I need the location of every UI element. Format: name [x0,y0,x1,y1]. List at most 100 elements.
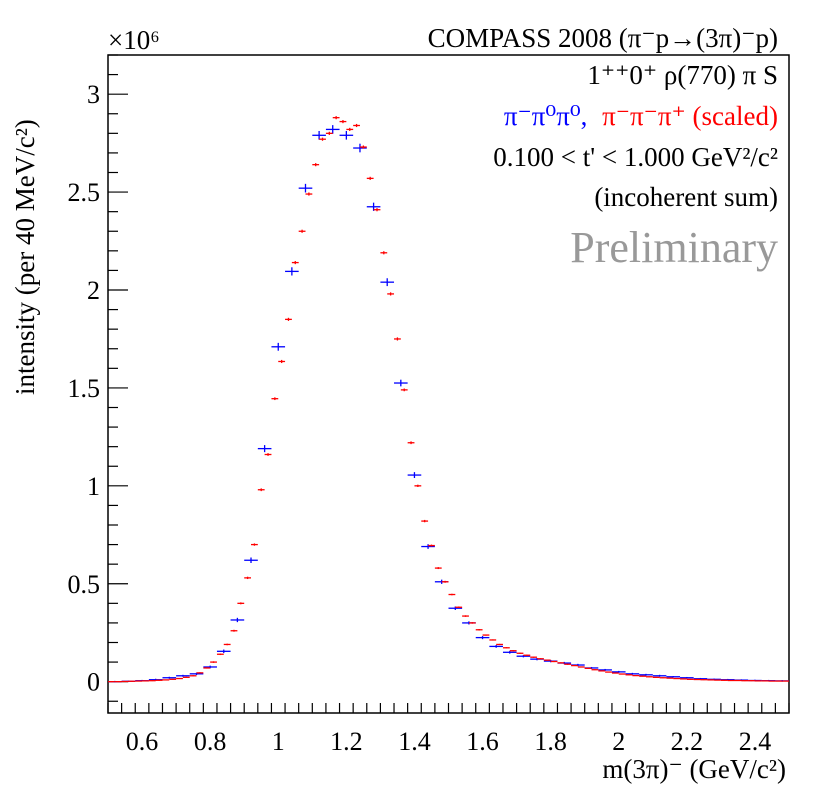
data-point-red [223,643,231,646]
data-point-red [237,602,245,605]
data-point-red [523,654,531,656]
data-point-red [496,643,503,646]
data-point-red [339,120,347,124]
data-point-red [114,681,122,683]
legend-series-blue: π⁻π⁰π⁰, [504,101,588,131]
data-point-red [455,606,463,609]
data-point-red [319,137,326,141]
data-point-red [441,580,449,583]
data-point-blue [407,472,422,478]
data-point-red [571,664,578,667]
data-point-blue [176,674,190,677]
data-point-red [639,675,646,677]
data-point-red [155,679,163,681]
data-point-red [176,677,183,680]
data-point-red [448,593,456,596]
y-tick-label: 3 [87,80,100,109]
data-point-blue [475,636,490,640]
data-point-red [502,647,510,649]
data-point-blue [353,143,367,153]
data-point-red [305,192,313,196]
data-point-red [257,488,265,492]
data-point-red [748,680,755,682]
data-point-blue [257,445,272,453]
axis-ticks: 0.6 0.8 1 1.2 1.4 1.6 1.8 2 2.2 2.4 0 0.5 1 1.5 2 2.5 3 [68,54,790,756]
data-point-red [625,674,633,676]
x-tick-label: 0.6 [126,727,159,756]
data-point-red [645,676,653,678]
data-point-blue [230,617,245,623]
data-point-red [142,680,149,682]
data-point-red [434,567,442,570]
data-point-blue [162,676,177,679]
data-point-red [530,656,538,658]
data-point-blue [298,183,313,193]
data-point-red [516,652,524,654]
data-point-blue [216,649,231,654]
y-tick-label: 1.5 [68,374,101,403]
legend-series-red: π⁻π⁻π⁺ (scaled) [602,101,778,131]
data-point-red [543,659,551,661]
x-tick-label: 1 [272,727,285,756]
data-point-red [312,163,320,167]
data-point-red [121,680,129,683]
data-point-red [291,261,299,265]
legend-line-wave: 1⁺⁺0⁺ ρ(770) π S [587,60,778,90]
legend-line-tprime: 0.100 < t' < 1.000 GeV²/c² [493,142,778,172]
preliminary-watermark: Preliminary [570,223,778,272]
data-point-red [210,661,217,663]
data-point-red [584,667,592,669]
data-point-red [162,679,170,681]
data-point-red [468,622,476,624]
data-point-red [251,543,258,546]
legend-series-line: π⁻π⁰π⁰, π⁻π⁻π⁺ (scaled) [504,101,778,131]
data-point-red [557,662,565,664]
data-point-red [686,678,694,680]
data-point-red [353,123,360,128]
data-point-blue [312,130,326,140]
data-point-red [591,669,599,671]
x-tick-label: 1.2 [330,727,363,756]
data-point-red [244,576,252,580]
data-point-blue [489,645,503,648]
data-point-red [108,681,115,683]
data-point-red [359,145,367,149]
y-tick-label: 1 [87,472,100,501]
data-point-red [632,674,640,677]
data-point-blue [271,342,286,351]
data-point-red [182,676,190,679]
data-point-red [673,677,681,680]
data-point-red [720,679,728,681]
y-tick-label: 2 [87,276,100,305]
data-point-blue [325,125,340,134]
data-point-blue [666,675,681,678]
data-point-red [700,679,708,681]
data-point-blue [339,130,354,140]
x-axis-title: m(3π)⁻ (GeV/c²) [602,754,786,784]
x-tick-label: 1.8 [534,727,567,756]
data-point-blue [502,650,517,654]
data-point-red [196,672,204,674]
data-point-red [298,229,306,233]
data-point-blue [639,673,653,676]
chart-title: COMPASS 2008 (π⁻p→(3π)⁻p) [428,23,778,53]
legend-line-sum: (incoherent sum) [594,182,778,212]
data-point-red [373,208,381,212]
data-point-red [135,680,143,682]
data-point-red [659,677,667,679]
data-point-red [421,519,429,523]
data-point-red [509,650,517,652]
data-point-red [564,663,572,665]
data-point-red [598,670,606,672]
data-point-red [285,317,292,321]
y-axis-title: intensity (per 40 MeV/c²) [10,119,40,395]
data-point-red [734,679,742,682]
data-point-red [462,615,469,617]
data-point-red [666,677,674,679]
x-tick-label: 2 [612,727,625,756]
data-point-red [169,678,177,680]
x-tick-label: 1.4 [398,727,431,756]
data-point-red [482,634,490,636]
